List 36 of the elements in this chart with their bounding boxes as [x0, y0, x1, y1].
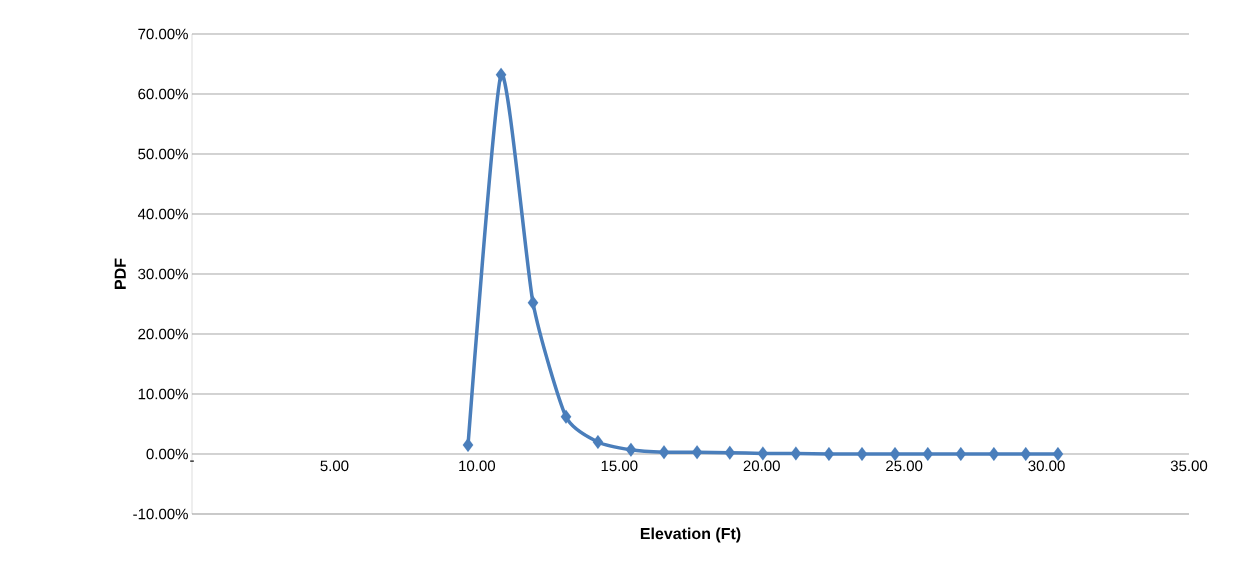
point: [724, 445, 736, 460]
point: [955, 446, 967, 462]
x-tick-label: 35.00: [1170, 460, 1208, 472]
point: [691, 445, 703, 460]
x-tick-label: 10.00: [459, 460, 496, 472]
point: [592, 434, 604, 450]
y-axis-title: PDF: [114, 258, 126, 289]
y-tick-label: 40.00%: [137, 208, 188, 220]
x-tick-label: 15.00: [601, 460, 638, 472]
x-tick-label: 5.00: [320, 460, 349, 472]
point: [757, 446, 769, 461]
y-tick-label: 30.00%: [138, 268, 188, 280]
point: [1020, 446, 1032, 462]
x-tick-label: 20.00: [743, 460, 780, 472]
x-tick-label: 25.00: [886, 460, 923, 472]
y-tick-label: 10.00%: [138, 388, 188, 400]
x-tick-label: -: [190, 460, 194, 462]
x-tick-label: 30.00: [1028, 460, 1065, 472]
point: [527, 295, 539, 310]
point: [495, 67, 507, 82]
point: [856, 446, 868, 462]
y-tick-label: -10.00%: [133, 508, 188, 520]
point: [823, 446, 835, 462]
y-tick-label: 50.00%: [138, 148, 188, 160]
point: [988, 446, 1000, 462]
y-tick-label: 60.00%: [138, 88, 188, 100]
point: [462, 437, 474, 453]
y-tick-label: 0.00%: [146, 448, 188, 460]
point: [922, 446, 934, 462]
point: [658, 445, 670, 460]
x-axis-title: Elevation (Ft): [640, 527, 741, 543]
y-tick-label: 20.00%: [138, 328, 188, 340]
point: [625, 442, 637, 457]
point: [790, 446, 802, 461]
point: [560, 409, 572, 424]
y-tick-label: 70.00%: [138, 28, 188, 40]
